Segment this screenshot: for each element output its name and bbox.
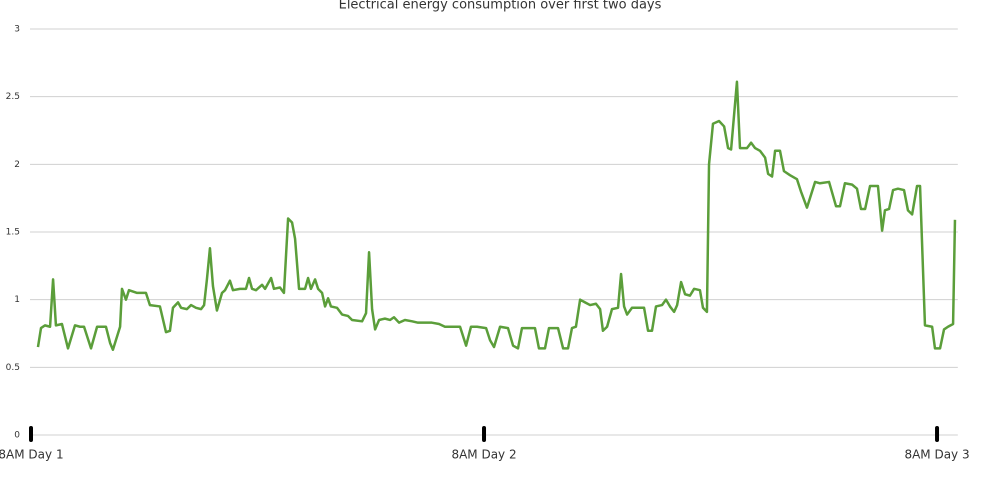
y-tick-label: 1 xyxy=(14,295,20,305)
x-tick-label: 8AM Day 2 xyxy=(451,448,516,462)
y-tick-label: 1.5 xyxy=(6,228,20,238)
y-tick-label: 0 xyxy=(14,431,20,441)
y-tick-label: 2 xyxy=(14,160,20,170)
x-tick-label: 8AM Day 1 xyxy=(0,448,64,462)
y-tick-label: 3 xyxy=(14,25,20,35)
x-tick-label: 8AM Day 3 xyxy=(904,448,969,462)
chart-title: Electrical energy consumption over first… xyxy=(339,0,662,13)
data-line xyxy=(36,80,957,351)
y-tick-label: 0.5 xyxy=(6,363,20,373)
y-tick-label: 2.5 xyxy=(6,92,20,102)
